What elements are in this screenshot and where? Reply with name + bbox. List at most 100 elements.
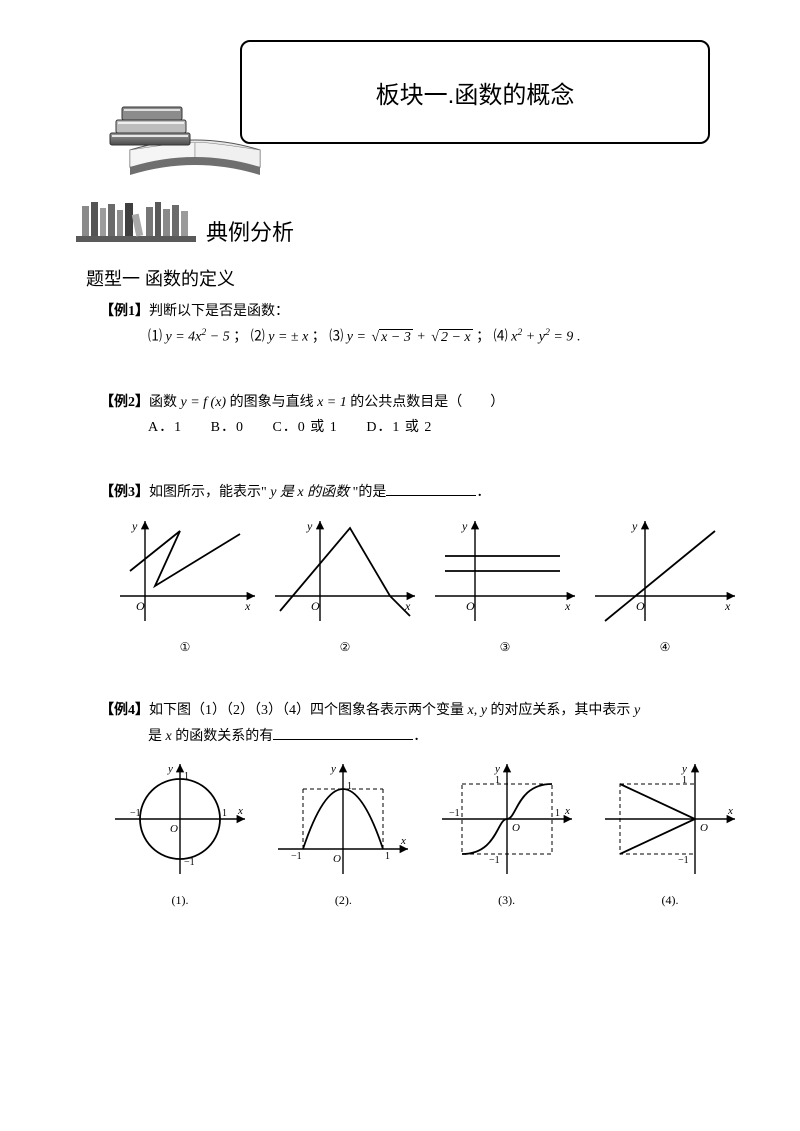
stem-text: 函数 bbox=[149, 395, 181, 410]
bookshelf-icon bbox=[76, 200, 196, 247]
fill-blank bbox=[386, 481, 476, 496]
graph-svg: O x y bbox=[430, 516, 580, 626]
example-label: 【例3】 bbox=[100, 485, 149, 500]
paren-num: ⑶ bbox=[329, 330, 347, 345]
svg-text:1: 1 bbox=[347, 781, 352, 792]
svg-text:1: 1 bbox=[495, 775, 500, 786]
example-stem: 判断以下是否是函数： bbox=[149, 304, 289, 319]
figure-panel: O x y ① bbox=[110, 516, 260, 659]
panel-label: ④ bbox=[590, 637, 740, 659]
eq-part: y 是 x 的函数 bbox=[270, 485, 349, 500]
svg-text:x: x bbox=[724, 599, 731, 613]
figure-panel: O x y 1 −1 1 −1 (1). bbox=[110, 759, 250, 912]
svg-text:x: x bbox=[400, 835, 406, 847]
svg-text:1: 1 bbox=[682, 775, 687, 786]
stem-text: "的是 bbox=[349, 485, 386, 500]
svg-text:x: x bbox=[727, 805, 733, 817]
svg-text:x: x bbox=[244, 599, 251, 613]
option-d: D．1 或 2 bbox=[366, 420, 432, 435]
eq-part: x = 1 bbox=[317, 395, 347, 410]
svg-text:y: y bbox=[167, 763, 173, 775]
svg-text:O: O bbox=[170, 823, 178, 835]
figure-row: O x y ① O x y ② bbox=[100, 516, 740, 659]
svg-text:x: x bbox=[564, 599, 571, 613]
svg-text:y: y bbox=[631, 519, 638, 533]
stem-text: 的公共点数目是（ ） bbox=[347, 395, 505, 410]
tail: . bbox=[573, 330, 580, 345]
stem-text: 是 bbox=[148, 729, 166, 744]
sep: ； bbox=[230, 330, 248, 345]
figure-panel: O x y ④ bbox=[590, 516, 740, 659]
example-label: 【例1】 bbox=[100, 304, 149, 319]
panel-label: ① bbox=[110, 637, 260, 659]
eq-part: − 5 bbox=[206, 330, 229, 345]
paren-num: ⑵ bbox=[251, 330, 269, 345]
topic-subtitle: 题型一 函数的定义 bbox=[86, 265, 740, 291]
svg-text:O: O bbox=[700, 822, 708, 834]
svg-text:O: O bbox=[466, 599, 475, 613]
svg-text:y: y bbox=[494, 763, 500, 775]
figure-panel: O x y 1 −1 (4). bbox=[600, 759, 740, 912]
svg-text:O: O bbox=[636, 599, 645, 613]
svg-text:y: y bbox=[330, 763, 336, 775]
stem-text: 的函数关系的有 bbox=[172, 729, 274, 744]
paren-num: ⑴ bbox=[148, 330, 166, 345]
svg-text:y: y bbox=[681, 763, 687, 775]
radicand: x − 3 bbox=[379, 329, 413, 345]
paren-num: ⑷ bbox=[494, 330, 512, 345]
svg-text:1: 1 bbox=[184, 771, 189, 782]
figure-panel: O x y 1 −1 1 (2). bbox=[273, 759, 413, 912]
figure-panel: O x y 1 −1 1 −1 (3). bbox=[437, 759, 577, 912]
example-body: ⑴ y = 4x2 − 5 ； ⑵ y = ± x ； ⑶ y = x − 3 … bbox=[100, 324, 740, 350]
section-header: 典例分析 bbox=[76, 200, 740, 247]
svg-text:O: O bbox=[136, 599, 145, 613]
sep: ； bbox=[308, 330, 326, 345]
graph-svg: O x y bbox=[110, 516, 260, 626]
stem-text: 的图象与直线 bbox=[226, 395, 317, 410]
mc-options: A．1 B．0 C．0 或 1 D．1 或 2 bbox=[100, 415, 740, 440]
graph-svg: O x y 1 −1 1 −1 bbox=[110, 759, 250, 879]
example-4: 【例4】如下图（1）（2）（3）（4）四个图象各表示两个变量 x, y 的对应关… bbox=[100, 698, 740, 911]
panel-label: (4). bbox=[600, 890, 740, 912]
svg-text:x: x bbox=[564, 805, 570, 817]
books-icon bbox=[100, 95, 290, 185]
figure-row: O x y 1 −1 1 −1 (1). O x y bbox=[100, 759, 740, 912]
stem-text: 的对应关系，其中表示 bbox=[487, 703, 634, 718]
svg-text:O: O bbox=[333, 853, 341, 865]
svg-text:x: x bbox=[237, 805, 243, 817]
tail: ． bbox=[413, 729, 427, 744]
svg-text:y: y bbox=[131, 519, 138, 533]
graph-svg: O x y 1 −1 1 −1 bbox=[437, 759, 577, 879]
svg-text:1: 1 bbox=[555, 808, 560, 819]
eq-part: y = bbox=[347, 330, 370, 345]
svg-text:−1: −1 bbox=[678, 855, 689, 866]
example-label: 【例2】 bbox=[100, 395, 149, 410]
svg-text:−1: −1 bbox=[291, 851, 302, 862]
figure-panel: O x y ② bbox=[270, 516, 420, 659]
title-frame: 板块一.函数的概念 bbox=[240, 40, 710, 144]
svg-text:−1: −1 bbox=[489, 855, 500, 866]
example-3: 【例3】如图所示，能表示" y 是 x 的函数 "的是 ． O x y ① bbox=[100, 480, 740, 658]
svg-text:1: 1 bbox=[222, 808, 227, 819]
option-c: C．0 或 1 bbox=[272, 420, 337, 435]
sqrt-icon: x − 3 bbox=[369, 325, 412, 350]
eq-part: y = 4x bbox=[166, 330, 202, 345]
title-area: 板块一.函数的概念 bbox=[100, 40, 740, 170]
tail: ． bbox=[476, 485, 490, 500]
option-b: B．0 bbox=[211, 420, 244, 435]
panel-label: (2). bbox=[273, 890, 413, 912]
example-label: 【例4】 bbox=[100, 703, 149, 718]
eq-part: y = ± x bbox=[268, 330, 308, 345]
panel-label: (3). bbox=[437, 890, 577, 912]
page-title: 板块一.函数的概念 bbox=[376, 75, 575, 110]
panel-label: ② bbox=[270, 637, 420, 659]
sep: ； bbox=[473, 330, 491, 345]
example-body: 是 x 的函数关系的有． bbox=[100, 724, 740, 749]
graph-svg: O x y bbox=[590, 516, 740, 626]
panel-label: ③ bbox=[430, 637, 580, 659]
eq-part: = 9 bbox=[550, 330, 573, 345]
stem-text: 如图所示，能表示" bbox=[149, 485, 270, 500]
svg-text:−1: −1 bbox=[449, 808, 460, 819]
graph-svg: O x y 1 −1 bbox=[600, 759, 740, 879]
svg-text:O: O bbox=[311, 599, 320, 613]
